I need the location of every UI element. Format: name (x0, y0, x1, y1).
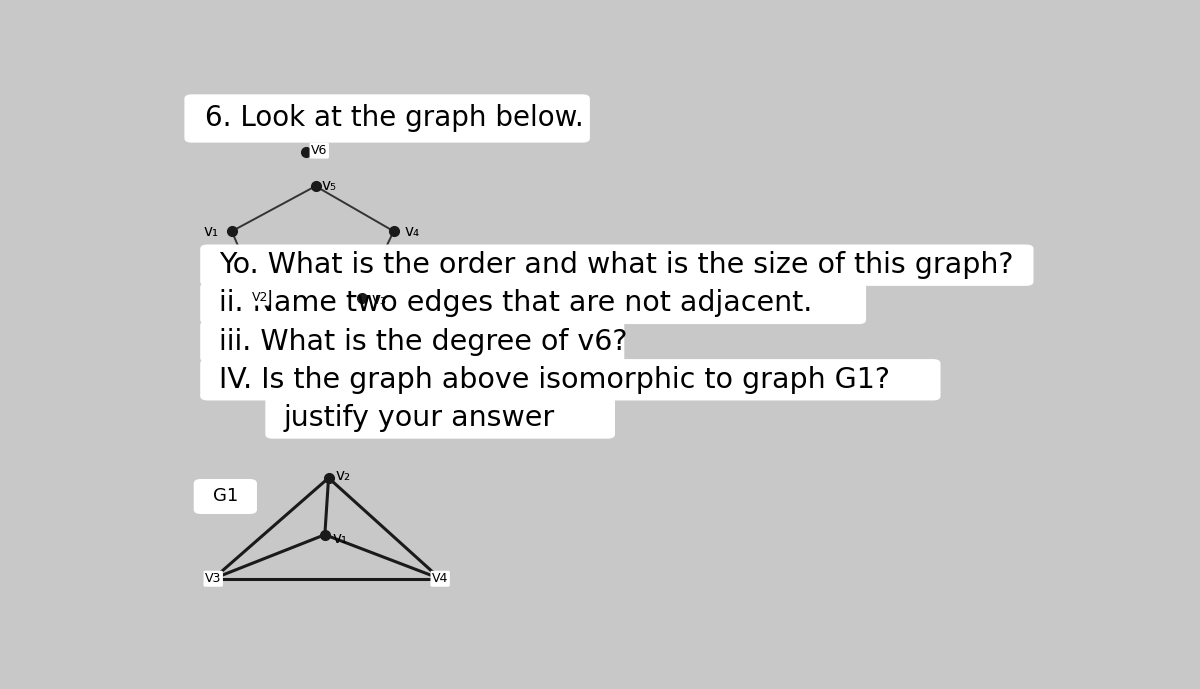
Text: justify your answer: justify your answer (284, 404, 556, 432)
Text: IV. Is the graph above isomorphic to graph G1?: IV. Is the graph above isomorphic to gra… (218, 366, 890, 394)
Text: iii. What is the degree of v6?: iii. What is the degree of v6? (218, 327, 628, 356)
FancyBboxPatch shape (185, 94, 590, 143)
Text: v₁: v₁ (204, 224, 218, 238)
Text: v₅: v₅ (322, 178, 336, 192)
FancyBboxPatch shape (200, 245, 1033, 286)
Text: V3: V3 (205, 573, 222, 585)
Text: G1: G1 (212, 488, 238, 506)
Text: v₃: v₃ (371, 291, 386, 307)
Text: v₄: v₄ (404, 224, 420, 238)
Text: v₁: v₁ (332, 531, 347, 546)
Text: ii. Name two edges that are not adjacent.: ii. Name two edges that are not adjacent… (218, 289, 812, 318)
Text: Yo. What is the order and what is the size of this graph?: Yo. What is the order and what is the si… (218, 251, 1013, 279)
FancyBboxPatch shape (193, 479, 257, 514)
FancyBboxPatch shape (200, 359, 941, 400)
Text: V4: V4 (432, 573, 449, 585)
FancyBboxPatch shape (200, 282, 866, 324)
Text: 6. Look at the graph below.: 6. Look at the graph below. (205, 105, 583, 132)
FancyBboxPatch shape (200, 321, 624, 362)
FancyBboxPatch shape (265, 398, 616, 439)
Text: V2: V2 (252, 291, 268, 304)
Text: V6: V6 (311, 144, 328, 157)
Text: v₂: v₂ (336, 468, 352, 483)
